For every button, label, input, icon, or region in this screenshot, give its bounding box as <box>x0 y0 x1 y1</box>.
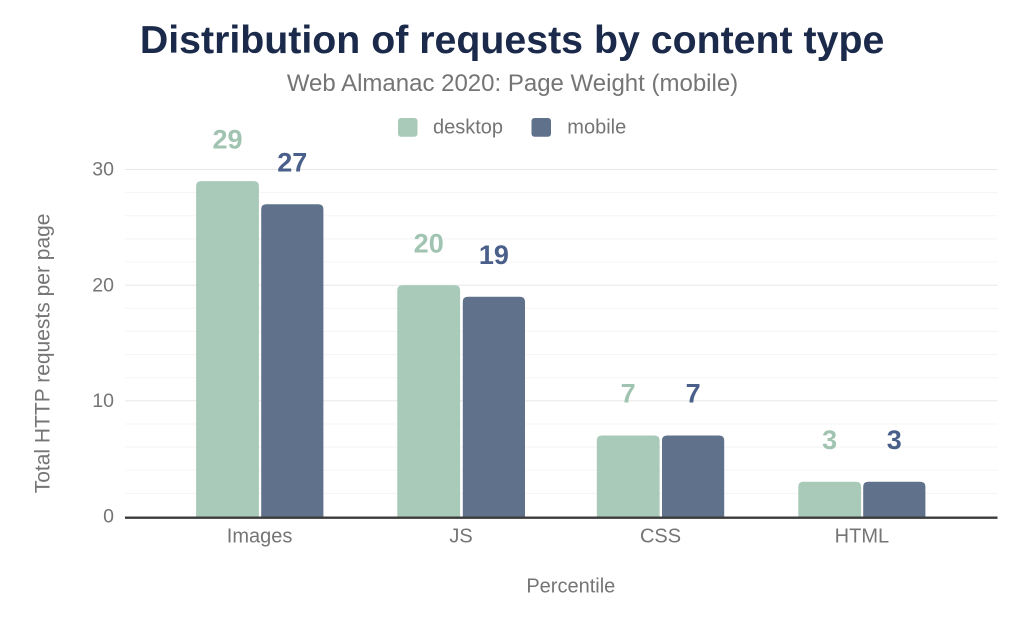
svg-text:30: 30 <box>92 159 114 181</box>
svg-text:Images: Images <box>227 525 293 547</box>
svg-text:0: 0 <box>103 506 114 528</box>
svg-text:3: 3 <box>887 425 902 455</box>
svg-text:CSS: CSS <box>640 525 681 547</box>
svg-text:HTML: HTML <box>835 525 889 547</box>
svg-text:27: 27 <box>277 147 307 177</box>
svg-text:mobile: mobile <box>567 117 626 139</box>
svg-text:Percentile: Percentile <box>526 575 615 597</box>
svg-text:20: 20 <box>92 274 114 296</box>
svg-text:20: 20 <box>414 228 444 258</box>
svg-text:Web Almanac 2020: Page Weight: Web Almanac 2020: Page Weight (mobile) <box>287 70 738 97</box>
svg-text:Distribution of requests by co: Distribution of requests by content type <box>140 18 885 62</box>
svg-text:7: 7 <box>621 379 636 409</box>
svg-text:desktop: desktop <box>433 117 503 139</box>
svg-text:29: 29 <box>212 124 242 154</box>
svg-text:Total HTTP requests per page: Total HTTP requests per page <box>32 214 55 494</box>
svg-text:3: 3 <box>822 425 837 455</box>
svg-text:19: 19 <box>479 240 509 270</box>
svg-text:10: 10 <box>92 390 114 412</box>
svg-text:7: 7 <box>686 379 701 409</box>
svg-text:JS: JS <box>449 525 472 547</box>
